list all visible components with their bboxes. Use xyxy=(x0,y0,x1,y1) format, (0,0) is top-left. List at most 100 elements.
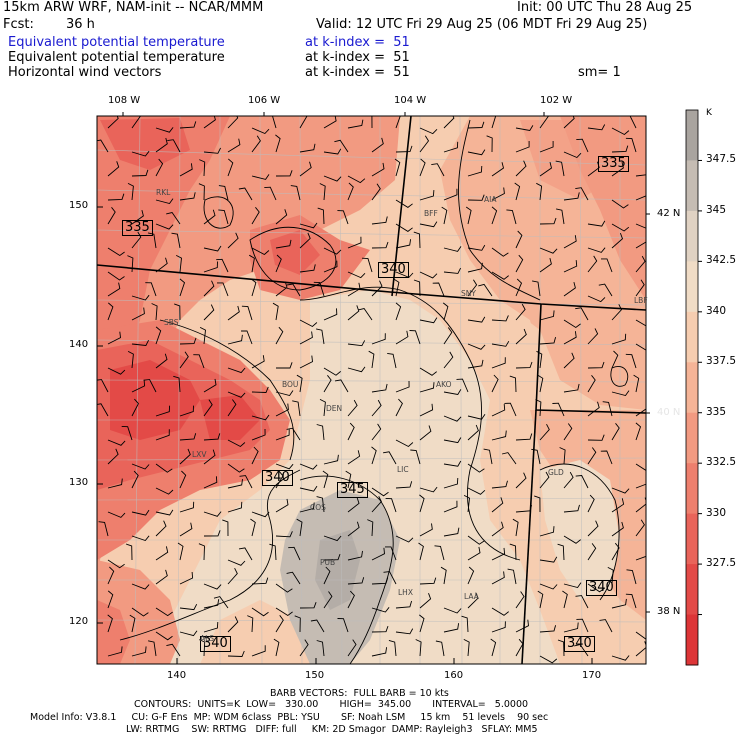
lat-label-38n: 38 N xyxy=(657,606,681,617)
wind-barb xyxy=(273,638,280,657)
wind-barb xyxy=(179,470,187,489)
wind-barb xyxy=(107,448,119,465)
wind-barb xyxy=(419,382,435,393)
wind-barb xyxy=(203,433,221,441)
wind-barb xyxy=(515,278,523,297)
wind-barb xyxy=(337,210,349,225)
wind-barb xyxy=(323,566,331,585)
wind-barb xyxy=(299,639,309,657)
grid-y-120: 120 xyxy=(69,616,89,627)
wind-barb xyxy=(251,207,260,225)
wind-barb xyxy=(319,398,326,417)
wind-barb xyxy=(288,546,301,561)
wind-barb xyxy=(515,638,524,657)
wind-barb xyxy=(395,398,403,417)
contour-label: 335 xyxy=(122,220,153,236)
wind-barb xyxy=(395,439,414,448)
wind-barbs xyxy=(97,116,646,664)
colorbar-swatch xyxy=(686,311,698,363)
wind-barb xyxy=(238,547,253,561)
wind-barb xyxy=(443,351,454,369)
wind-barb xyxy=(177,542,184,561)
wind-barb xyxy=(179,351,189,369)
wind-barb xyxy=(515,141,530,153)
wind-barb xyxy=(131,470,139,489)
wind-barb xyxy=(419,158,426,177)
wind-barb xyxy=(131,535,150,542)
wind-barb xyxy=(611,127,630,136)
wind-barb xyxy=(611,161,624,177)
wind-barb xyxy=(443,527,460,537)
wind-barb xyxy=(155,326,162,345)
wind-barb xyxy=(227,391,246,398)
wind-barb xyxy=(203,147,222,154)
wind-barb xyxy=(127,255,134,273)
station-label: AIA xyxy=(484,195,497,204)
wind-barb xyxy=(419,271,438,279)
wind-barb xyxy=(227,616,239,633)
wind-barb xyxy=(395,145,413,153)
wind-barb xyxy=(467,316,486,323)
wind-barb xyxy=(299,355,313,369)
wind-barb xyxy=(251,607,269,617)
wind-barb xyxy=(611,521,624,537)
wind-barb xyxy=(358,307,373,321)
contour-label: 340 xyxy=(564,636,595,652)
station-label: BFF xyxy=(424,209,438,218)
wind-barb xyxy=(611,199,629,209)
wind-barb xyxy=(563,319,581,329)
wind-barb xyxy=(155,429,170,441)
station-label: LBF xyxy=(634,296,648,305)
wind-barb xyxy=(323,375,332,393)
wind-barb xyxy=(148,640,157,657)
wind-barb xyxy=(371,383,388,393)
wind-barb xyxy=(213,596,229,609)
contour-label: 340 xyxy=(262,470,293,486)
wind-barb xyxy=(323,553,341,561)
wind-barb xyxy=(131,509,150,516)
colorbar xyxy=(686,110,702,666)
wind-barb xyxy=(443,327,453,345)
wind-barb xyxy=(419,190,435,201)
colorbar-tick-label: 345 xyxy=(706,203,727,216)
wind-barb xyxy=(440,566,447,585)
wind-barb xyxy=(323,116,337,129)
wind-barb xyxy=(491,340,510,347)
wind-barb xyxy=(467,244,486,251)
wind-barb xyxy=(203,378,217,393)
wind-barb xyxy=(611,223,630,232)
wind-barb xyxy=(323,535,342,542)
wind-barb xyxy=(227,367,246,374)
wind-barb xyxy=(367,519,374,537)
colorbar-tick-label: 342.5 xyxy=(706,254,737,267)
wind-barb xyxy=(563,471,574,489)
wind-barb xyxy=(563,260,578,273)
wind-barb xyxy=(337,618,349,633)
wind-barb xyxy=(563,622,579,633)
wind-barb xyxy=(575,307,589,321)
wind-barb xyxy=(463,494,470,513)
wind-barb xyxy=(131,583,150,590)
colorbar-swatch xyxy=(686,210,698,262)
wind-barb xyxy=(275,403,289,417)
wind-barb xyxy=(179,501,195,513)
wind-barb xyxy=(239,475,253,489)
wind-barb xyxy=(467,546,481,561)
wind-barb xyxy=(155,158,164,177)
wind-barb xyxy=(167,139,181,153)
wind-barb xyxy=(587,255,598,273)
wind-barb xyxy=(491,271,509,280)
wind-barb xyxy=(107,331,121,345)
wind-barb xyxy=(371,280,383,297)
wind-barb xyxy=(443,267,462,274)
wind-barb xyxy=(107,559,125,569)
wind-barb xyxy=(131,463,150,470)
wind-barb xyxy=(418,542,424,561)
wind-barb xyxy=(371,241,389,249)
wind-barb xyxy=(316,424,325,441)
wind-barb xyxy=(131,307,145,321)
wind-barb xyxy=(131,379,146,393)
wind-barb xyxy=(395,223,413,232)
model-info: Model Info: V3.8.1 CU: G-F Ens MP: WDM 6… xyxy=(30,712,549,723)
wind-barb xyxy=(395,600,413,609)
